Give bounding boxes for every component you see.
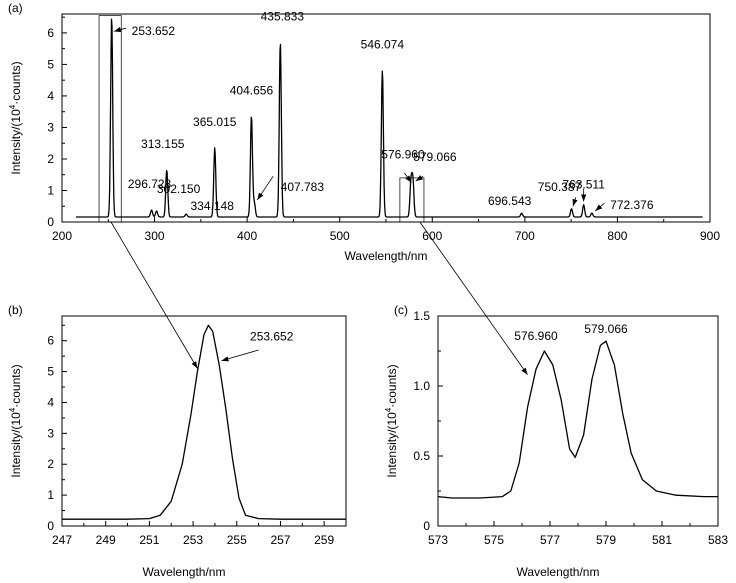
x-tick-label: 259 [314, 533, 334, 547]
y-tick-label: 4 [47, 395, 54, 409]
y-tick-label: 5 [47, 365, 54, 379]
x-axis-title: Wavelength/nm [345, 249, 428, 263]
annotation-arrowhead [521, 367, 528, 375]
annotation-arrowhead [191, 361, 198, 369]
x-tick-label: 583 [708, 533, 728, 547]
peak-label-365-015: 365.015 [193, 115, 237, 129]
y-axis-title-tail: ·counts) [9, 61, 23, 104]
x-tick-label: 600 [422, 229, 442, 243]
annotation-arrowhead [257, 192, 264, 200]
x-tick-label: 400 [237, 229, 257, 243]
peak-label-435-833: 435.833 [261, 9, 305, 23]
peak-label-404-656: 404.656 [230, 83, 274, 97]
y-tick-label: 4 [47, 89, 54, 103]
panel-0: 200 300 400 500 600 700 800 900 0 1 2 3 4 5 6 Wavelengt… [8, 1, 720, 263]
annotation-arrowhead [405, 175, 412, 183]
spectrum-line [75, 18, 703, 218]
x-tick-label: 700 [515, 229, 535, 243]
peak-label-313-155: 313.155 [141, 137, 185, 151]
y-tick-label: 2 [47, 457, 54, 471]
x-tick-label: 800 [607, 229, 627, 243]
panel-label: (c) [394, 303, 408, 317]
x-tick-label: 251 [139, 533, 159, 547]
y-axis-title-main: Intensity/(10 [9, 412, 23, 478]
annotation-arrow-line [110, 221, 198, 369]
y-axis-title: Intensity/(104·counts) [384, 364, 399, 477]
x-tick-label: 253 [183, 533, 203, 547]
y-tick-label: 5 [47, 57, 54, 71]
x-tick-label: 247 [52, 533, 72, 547]
x-tick-label: 200 [52, 229, 72, 243]
y-tick-label: 1 [47, 183, 54, 197]
peak-label-579-066: 579.066 [413, 150, 457, 164]
zoom-box-578 [399, 177, 425, 223]
x-tick-label: 500 [330, 229, 350, 243]
panel-label: (a) [8, 1, 23, 15]
peak-253-line [62, 324, 346, 520]
peak-label-576-960: 576.960 [514, 329, 558, 343]
zoom-box-253 [98, 15, 122, 223]
x-tick-label: 300 [145, 229, 165, 243]
y-axis-title: Intensity/(104·counts) [8, 364, 23, 477]
panel-2: 573 575 577 579 581 583 0 0.5 1.0 1.5 Wavelength/n… [384, 303, 728, 579]
y-tick-label: 6 [47, 26, 54, 40]
annotation-arrowhead [221, 356, 229, 362]
y-axis-title-tail: ·counts) [385, 364, 399, 407]
y-tick-label: 0 [47, 215, 54, 229]
x-axis-title: Wavelength/nm [143, 565, 226, 579]
y-tick-label: 2 [47, 152, 54, 166]
y-axis-title-sup: 4 [8, 407, 17, 412]
peak-label-334-148: 334.148 [190, 199, 234, 213]
peak-label-407-783: 407.783 [281, 180, 325, 194]
peak-label-253-652: 253.652 [132, 24, 176, 38]
x-tick-label: 575 [484, 533, 504, 547]
y-axis-title-sup: 4 [384, 407, 393, 412]
peak-label-576-960: 576.960 [381, 148, 425, 162]
peak-label-302-150: 302.150 [157, 182, 201, 196]
x-tick-label: 579 [596, 533, 616, 547]
y-tick-label: 0.5 [413, 449, 430, 463]
peak-label-579-066: 579.066 [584, 322, 628, 336]
peak-label-253-652: 253.652 [250, 330, 294, 344]
y-axis-title-main: Intensity/(10 [9, 109, 23, 175]
y-axis-title-sup: 4 [8, 104, 17, 109]
x-tick-label: 257 [270, 533, 290, 547]
peak-label-763-511: 763.511 [562, 178, 605, 192]
y-tick-label: 0 [47, 519, 54, 533]
peak-label-546-074: 546.074 [361, 38, 405, 52]
y-axis-title-main: Intensity/(10 [385, 412, 399, 478]
y-tick-label: 0 [423, 519, 430, 533]
annotation-arrow-line [419, 221, 528, 376]
peak-label-750-387: 750.387 [538, 180, 582, 194]
plot-frame [61, 315, 347, 527]
y-axis-title-tail: ·counts) [9, 364, 23, 407]
x-tick-label: 577 [540, 533, 560, 547]
annotation-arrowhead [595, 204, 603, 211]
annotation-arrowhead [113, 27, 122, 33]
x-tick-label: 573 [428, 533, 448, 547]
y-tick-label: 1.5 [413, 309, 430, 323]
x-tick-label: 255 [227, 533, 247, 547]
annotation-arrowhead [572, 198, 578, 207]
annotation-arrowhead [581, 194, 587, 202]
y-tick-label: 3 [47, 120, 54, 134]
peak-label-296-728: 296.728 [128, 177, 172, 191]
y-tick-label: 1 [47, 488, 54, 502]
y-tick-label: 6 [47, 334, 54, 348]
x-tick-label: 900 [700, 229, 720, 243]
panel-label: (b) [8, 303, 23, 317]
y-axis-title: Intensity/(104·counts) [8, 61, 23, 174]
y-tick-label: 1.0 [413, 379, 430, 393]
peak-label-772-376: 772.376 [610, 198, 654, 212]
peak-label-696-543: 696.543 [488, 194, 532, 208]
plot-frame [437, 315, 719, 527]
panel-1: 247 249 251 253 255 257 259 0 1 2 3 4 5 6 Wavelength/n… [8, 303, 347, 579]
doublet-line [437, 340, 718, 499]
x-tick-label: 581 [652, 533, 672, 547]
x-axis-title: Wavelength/nm [517, 565, 600, 579]
x-tick-label: 249 [96, 533, 116, 547]
y-tick-label: 3 [47, 426, 54, 440]
